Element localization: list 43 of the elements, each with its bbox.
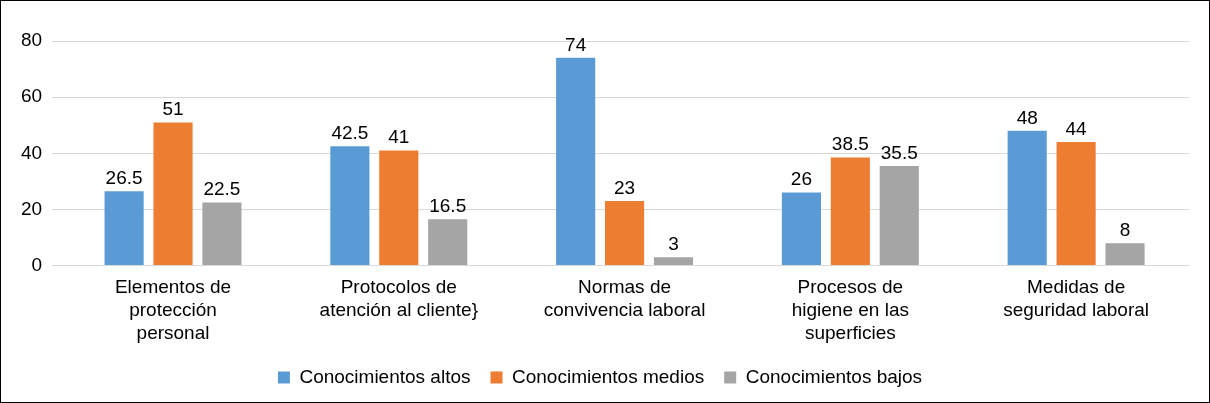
data-label: 44 xyxy=(1065,117,1088,139)
data-label: 38.5 xyxy=(831,133,869,155)
x-tick-label: Procesos de higiene en las superficies xyxy=(791,276,909,343)
x-tick-label: Medidas de seguridad laboral xyxy=(1003,276,1149,321)
y-tick-label: 60 xyxy=(20,85,43,107)
x-tick-label: Protocolos de atención al cliente} xyxy=(319,276,479,321)
bar xyxy=(1007,130,1047,266)
x-tick-label: Elementos de protección personal xyxy=(114,276,232,343)
data-label: 3 xyxy=(668,232,679,254)
data-label: 42.5 xyxy=(331,122,369,144)
bar xyxy=(830,157,870,266)
x-tick-label: Normas de convivencia laboral xyxy=(543,276,706,321)
y-tick-label: 20 xyxy=(20,197,43,219)
data-label: 8 xyxy=(1119,218,1131,240)
y-tick-label: 0 xyxy=(31,253,43,275)
bar xyxy=(653,257,694,266)
y-tick-label: 40 xyxy=(20,141,43,163)
data-label: 48 xyxy=(1016,106,1038,128)
data-label: 16.5 xyxy=(429,195,467,217)
bar xyxy=(556,57,596,266)
bar xyxy=(605,201,645,266)
bar xyxy=(428,219,468,266)
y-tick-label: 80 xyxy=(20,29,43,51)
data-label: 26 xyxy=(790,168,812,190)
legend-label: Conocimientos altos xyxy=(299,365,471,387)
bar xyxy=(202,202,242,266)
data-label: 22.5 xyxy=(203,178,241,200)
bar xyxy=(379,150,419,266)
data-label: 26.5 xyxy=(105,166,143,188)
data-label: 51 xyxy=(162,98,184,120)
bar xyxy=(153,122,193,266)
bar xyxy=(879,165,919,266)
bar xyxy=(781,192,821,266)
bar xyxy=(1056,142,1096,266)
data-label: 23 xyxy=(614,176,636,198)
data-label: 74 xyxy=(565,33,587,55)
data-label: 41 xyxy=(388,126,410,148)
bar xyxy=(1105,243,1145,266)
bar xyxy=(330,146,370,266)
data-label: 35.5 xyxy=(880,141,918,163)
legend-label: Conocimientos medios xyxy=(512,365,705,387)
bar xyxy=(104,191,144,266)
legend-label: Conocimientos bajos xyxy=(745,365,923,387)
